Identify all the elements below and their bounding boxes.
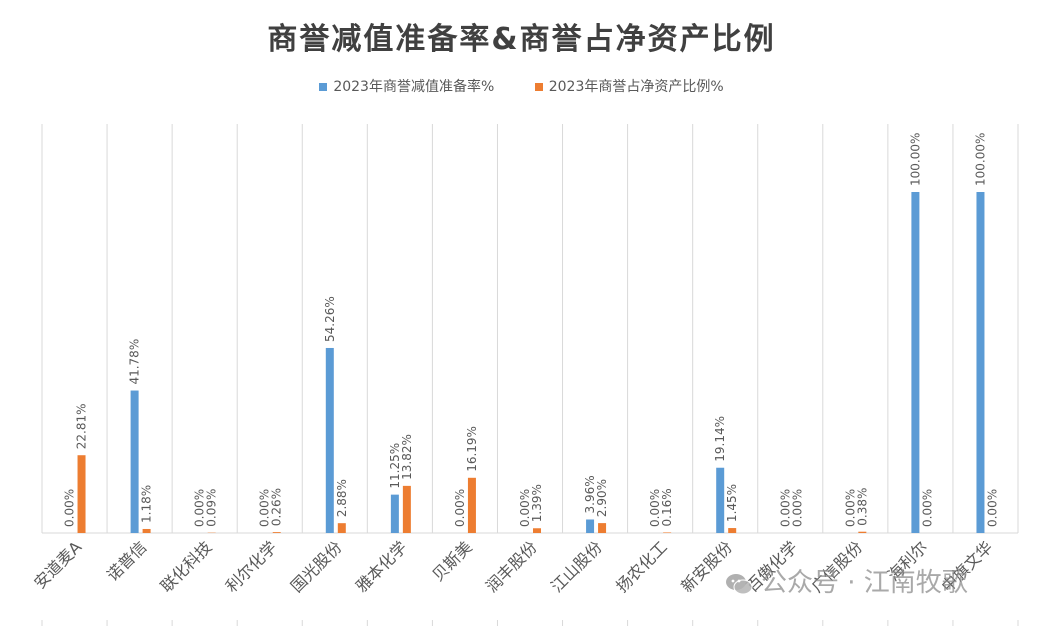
bar-series-1: [390, 494, 399, 533]
data-label: 3.96%: [583, 475, 597, 513]
data-label: 19.14%: [713, 416, 727, 462]
bar-series-1: [716, 467, 725, 533]
data-label: 13.82%: [400, 434, 414, 480]
data-label: 16.19%: [465, 426, 479, 472]
watermark-text: 公众号 · 江南牧歌: [761, 568, 968, 598]
category-label: 联化科技: [157, 537, 216, 596]
bar-series-1: [976, 192, 985, 533]
data-label: 0.00%: [648, 489, 662, 527]
category-label: 诺普信: [103, 537, 150, 584]
legend-item-series-1: 2023年商誉减值准备率%: [319, 76, 494, 96]
bar-series-2: [77, 455, 86, 533]
chart-title: 商誉减值准备率&商誉占净资产比例: [267, 22, 776, 57]
data-label: 0.00%: [920, 489, 934, 527]
data-label: 0.00%: [453, 489, 467, 527]
data-labels: 0.00%41.78%0.00% 0.00%54.26%11.25%0.00% 0.…: [63, 133, 1000, 527]
data-label: 11.25%: [388, 443, 402, 489]
legend-item-series-2: 2023年商誉占净资产比例%: [534, 76, 724, 96]
bar-series-2: [337, 523, 346, 533]
category-label: 江山股份: [547, 537, 606, 596]
bar-series-1: [911, 192, 920, 533]
category-label: 润丰股份: [482, 537, 541, 596]
bar-series-2: [142, 528, 151, 533]
data-label: 0.09%: [205, 489, 219, 527]
bar-series-2: [598, 523, 607, 533]
bar-series-1: [586, 519, 595, 533]
data-label: 0.26%: [270, 488, 284, 526]
data-label: 0.00%: [258, 489, 272, 527]
bar-series-2: [663, 532, 672, 533]
legend-label-series-1: 2023年商誉减值准备率%: [333, 79, 495, 95]
data-label: 22.81%: [75, 403, 89, 449]
watermark: 公众号 · 江南牧歌: [725, 562, 968, 599]
data-label: 0.16%: [660, 488, 674, 526]
category-label: 国光股份: [287, 537, 346, 596]
data-label: 0.00%: [193, 489, 207, 527]
bar-series-2: [402, 485, 411, 533]
grid-lines: [41, 124, 1019, 626]
bar-series-2: [858, 531, 867, 533]
bar-series-1: [130, 390, 139, 533]
legend-swatch-series-2: [534, 83, 543, 91]
bar-series-1: [325, 347, 334, 533]
bar-series-2: [272, 532, 281, 533]
category-label: 贝斯美: [428, 537, 475, 584]
data-label: 0.00%: [843, 489, 857, 527]
data-label: 2.90%: [595, 479, 609, 517]
data-label: 0.00%: [518, 489, 532, 527]
data-label: 0.00%: [985, 489, 999, 527]
bar-series-2: [467, 477, 476, 533]
wechat-icon: [726, 573, 753, 594]
data-label: 100.00%: [973, 133, 987, 186]
data-label: 0.00%: [778, 489, 792, 527]
data-label: 0.00%: [790, 489, 804, 527]
data-label: 1.39%: [530, 484, 544, 522]
legend: 2023年商誉减值准备率% 2023年商誉占净资产比例%: [0, 76, 1043, 96]
data-label: 1.18%: [140, 485, 154, 523]
data-label: 54.26%: [323, 296, 337, 342]
category-label: 利尔化学: [222, 537, 281, 596]
data-label: 2.88%: [335, 479, 349, 517]
data-label: 41.78%: [128, 339, 142, 385]
bar-series-2: [728, 528, 737, 533]
bars: [77, 192, 985, 533]
data-label: 0.38%: [855, 488, 869, 526]
category-label: 雅本化学: [352, 537, 411, 596]
legend-label-series-2: 2023年商誉占净资产比例%: [548, 79, 724, 95]
legend-swatch-series-1: [319, 83, 328, 91]
data-label: 1.45%: [725, 484, 739, 522]
data-label: 0.00%: [63, 489, 77, 527]
category-label: 安道麦A: [30, 537, 85, 592]
category-label: 扬农化工: [612, 537, 671, 596]
data-label: 100.00%: [908, 133, 922, 186]
bar-series-2: [533, 528, 541, 533]
